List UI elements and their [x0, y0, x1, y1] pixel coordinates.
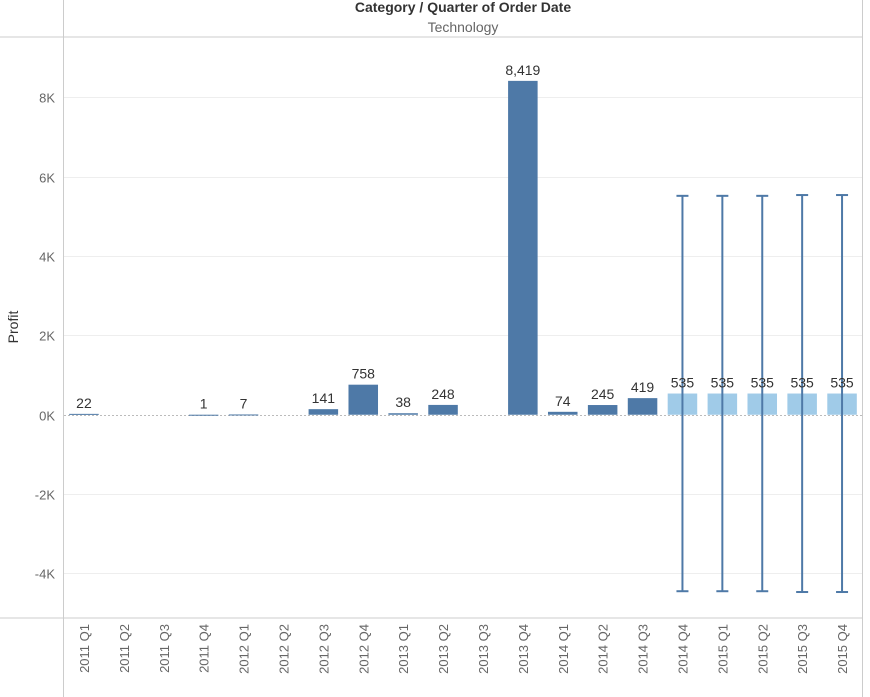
data-label: 248 [431, 386, 455, 402]
y-tick-label: -2K [35, 488, 56, 503]
data-label: 74 [555, 393, 571, 409]
data-label: 245 [591, 386, 615, 402]
x-tick-label: 2011 Q4 [197, 624, 212, 673]
chart-title: Category / Quarter of Order Date [355, 0, 571, 15]
x-tick-label: 2014 Q4 [675, 624, 690, 674]
x-tick-label: 2014 Q3 [636, 624, 651, 674]
y-axis-ticks: -4K -2K 0K 2K 4K 6K 8K [35, 91, 56, 582]
bar-actual [547, 411, 578, 415]
x-tick-label: 2013 Q3 [476, 624, 491, 674]
data-label: 1 [200, 396, 208, 412]
y-axis-label: Profit [5, 311, 21, 344]
data-label: 535 [751, 375, 775, 391]
x-tick-label: 2015 Q2 [755, 624, 770, 674]
x-tick-label: 2011 Q1 [77, 624, 92, 673]
bar-actual [188, 414, 219, 416]
data-label: 535 [790, 375, 814, 391]
x-tick-label: 2015 Q1 [715, 624, 730, 674]
x-tick-label: 2012 Q1 [237, 624, 252, 674]
x-tick-label: 2013 Q4 [516, 624, 531, 674]
x-tick-label: 2013 Q1 [396, 624, 411, 674]
y-tick-label: 0K [39, 409, 55, 424]
y-tick-label: -4K [35, 567, 56, 582]
bar-actual [348, 384, 379, 415]
bar-actual [228, 414, 259, 416]
bar-actual [627, 398, 658, 415]
y-tick-label: 8K [39, 91, 55, 106]
chart-subtitle: Technology [428, 19, 499, 35]
x-axis-ticks: 2011 Q1 2011 Q2 2011 Q3 2011 Q4 2012 Q1 2012 … [77, 624, 850, 674]
x-tick-label: 2015 Q4 [835, 624, 850, 674]
x-tick-label: 2014 Q1 [556, 624, 571, 674]
x-tick-label: 2011 Q3 [157, 624, 172, 673]
x-tick-label: 2012 Q4 [356, 624, 371, 674]
x-tick-label: 2015 Q3 [795, 624, 810, 674]
y-tick-label: 2K [39, 329, 55, 344]
x-tick-label: 2012 Q2 [276, 624, 291, 674]
bar-actual [428, 404, 458, 415]
data-label: 535 [671, 375, 695, 391]
bars [69, 80, 857, 416]
y-tick-label: 4K [39, 250, 55, 265]
data-label: 535 [711, 375, 735, 391]
bar-actual [508, 80, 538, 415]
y-tick-label: 6K [39, 171, 55, 186]
data-label: 141 [312, 390, 336, 406]
data-label: 22 [76, 395, 92, 411]
gridlines [64, 97, 862, 574]
bar-actual [587, 405, 618, 415]
bar-actual [69, 413, 99, 415]
data-label: 38 [395, 394, 411, 410]
x-tick-label: 2012 Q3 [316, 624, 331, 674]
error-bars [676, 194, 849, 594]
x-tick-label: 2014 Q2 [596, 624, 611, 674]
data-label: 419 [631, 379, 655, 395]
data-labels: 22 1 7 141 758 38 248 8,419 74 245 419 535 535 535 535… [76, 62, 854, 412]
bar-actual [308, 409, 339, 415]
x-tick-label: 2011 Q2 [117, 624, 132, 673]
x-tick-label: 2013 Q2 [436, 624, 451, 674]
data-label: 535 [830, 375, 854, 391]
bar-actual [388, 413, 418, 415]
data-label: 758 [352, 366, 376, 382]
data-label: 8,419 [505, 62, 540, 78]
data-label: 7 [240, 395, 248, 411]
